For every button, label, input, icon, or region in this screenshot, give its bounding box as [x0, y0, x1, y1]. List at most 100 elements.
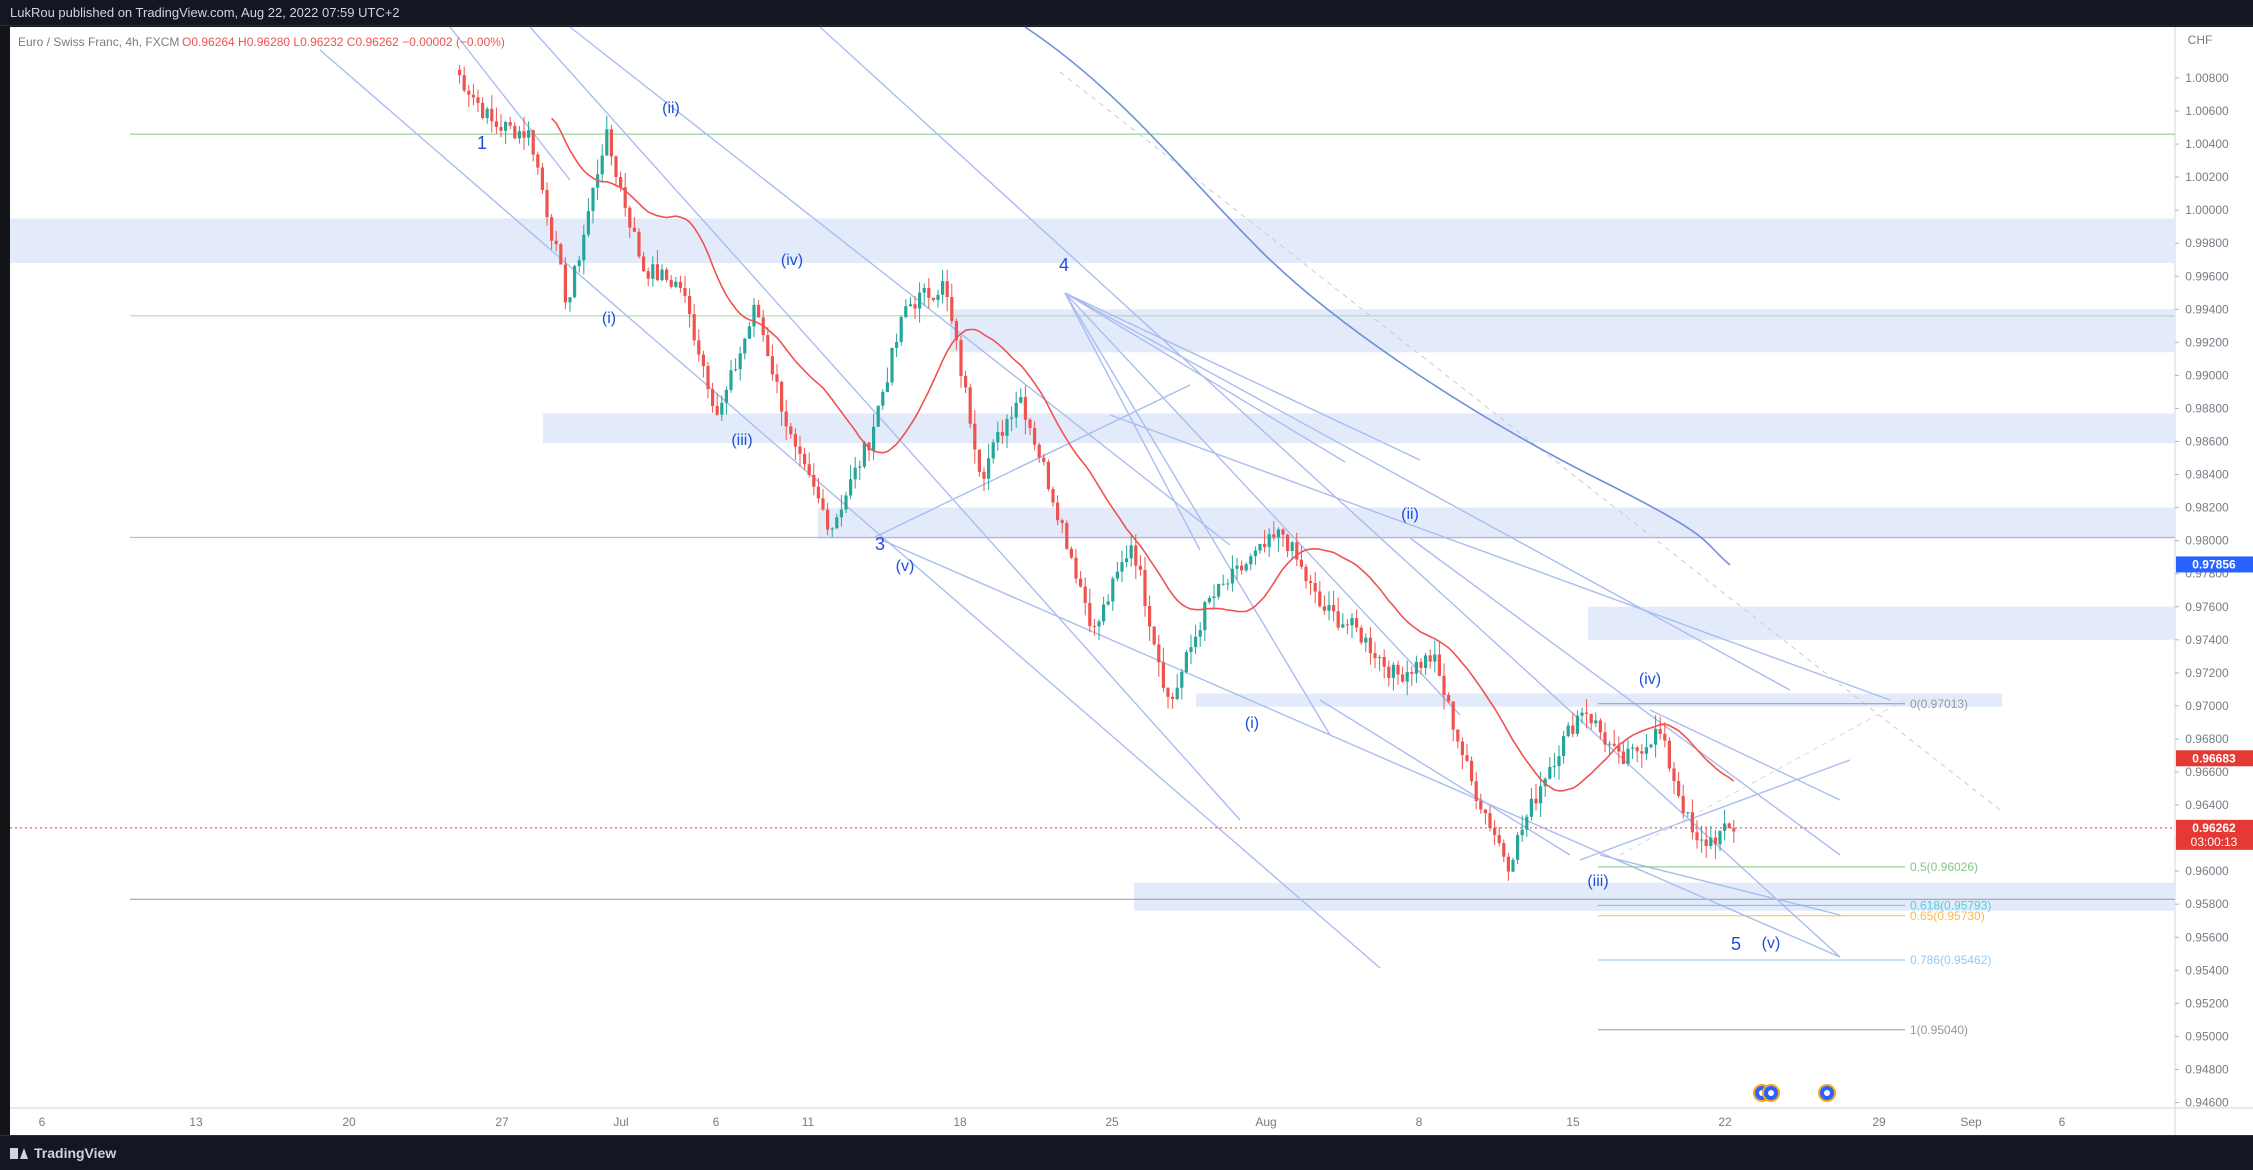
trendline — [319, 49, 1381, 969]
candle-body — [1410, 672, 1414, 674]
candle-body — [1345, 624, 1349, 626]
candle-body — [1465, 755, 1469, 761]
candle-body — [775, 374, 779, 382]
candle-body — [803, 453, 807, 465]
candle-body — [1424, 655, 1428, 668]
zone — [1588, 606, 2175, 640]
candle-body — [1244, 564, 1248, 571]
candle-body — [1056, 502, 1060, 521]
candle-body — [1419, 661, 1423, 668]
candle-body — [1286, 534, 1290, 551]
candle-body — [1460, 741, 1464, 756]
price-tick-label: 0.99200 — [2185, 335, 2229, 349]
time-tick-label: 20 — [342, 1115, 356, 1129]
candle-body — [1456, 729, 1460, 742]
price-tick-label: 0.96400 — [2185, 798, 2229, 812]
price-tick-label: 0.97400 — [2185, 633, 2229, 647]
trendline — [1649, 709, 1841, 801]
time-tick-label: 25 — [1105, 1115, 1119, 1129]
candle-body — [1470, 760, 1474, 782]
elliott-wave-labels: 1 (ii) (i) (iv) (iii) 4 3 (v) (ii) (i) (iv) (iii) 5 (… — [477, 100, 1780, 954]
wave-label: (i) — [602, 310, 616, 327]
price-tick-label: 0.97200 — [2185, 666, 2229, 680]
brand-name: TradingView — [34, 1145, 117, 1161]
candle-body — [706, 366, 710, 390]
candle-body — [807, 464, 811, 476]
candle-body — [1161, 662, 1165, 688]
candle-body — [1594, 720, 1598, 724]
candle-body — [1138, 565, 1142, 570]
zone — [1196, 693, 2002, 707]
candle-body — [1217, 583, 1221, 597]
candle-body — [1318, 591, 1322, 607]
candle-body — [1198, 630, 1202, 637]
candle-body — [1327, 605, 1331, 611]
candle-body — [1405, 672, 1409, 682]
zone — [543, 413, 2175, 444]
candle-body — [1014, 402, 1018, 418]
candle-body — [1028, 419, 1032, 429]
candle-body — [1617, 745, 1621, 752]
candle-body — [1276, 529, 1280, 538]
candle-body — [1635, 747, 1639, 752]
candle-body — [623, 187, 627, 208]
candle-body — [1658, 728, 1662, 734]
wave-label: (v) — [896, 558, 915, 575]
candlesticks — [458, 64, 1736, 881]
trendline — [1064, 292, 1331, 736]
zone — [818, 507, 2175, 539]
candle-body — [1552, 766, 1556, 768]
candle-body — [591, 187, 595, 212]
candle-body — [945, 281, 949, 297]
candle-body — [1281, 529, 1285, 535]
candle-body — [462, 75, 466, 91]
candle-body — [835, 517, 839, 529]
countdown-label: 03:00:13 — [2191, 835, 2238, 849]
price-tick-label: 0.95400 — [2185, 963, 2229, 977]
trendline — [449, 26, 571, 181]
candle-body — [1005, 418, 1009, 436]
candle-body — [582, 234, 586, 261]
candle-body — [936, 294, 940, 300]
event-icons[interactable] — [1753, 1084, 1836, 1102]
fib-label: 0.65(0.95730) — [1910, 909, 1985, 923]
candle-body — [1543, 778, 1547, 787]
trendlines — [319, 26, 2001, 969]
candle-body — [720, 402, 724, 415]
candle-body — [1378, 656, 1382, 659]
publisher-line: LukRou published on TradingView.com, Aug… — [10, 5, 400, 20]
price-tick-label: 0.98000 — [2185, 534, 2229, 548]
price-tick-label: 0.95000 — [2185, 1029, 2229, 1043]
candle-body — [1690, 812, 1694, 833]
candle-body — [609, 129, 613, 157]
wave-label: (iii) — [731, 432, 752, 449]
event-icon-dot — [1824, 1090, 1830, 1096]
candle-body — [467, 90, 471, 95]
price-tag-label: 0.96262 — [2192, 821, 2236, 835]
price-tick-label: 1.00600 — [2185, 104, 2229, 118]
candle-body — [1566, 725, 1570, 737]
price-tag-label: 0.97856 — [2192, 557, 2236, 571]
candle-body — [1396, 664, 1400, 675]
candle-body — [862, 442, 866, 467]
candle-body — [1433, 654, 1437, 662]
candle-body — [1313, 583, 1317, 592]
candle-body — [1608, 743, 1612, 745]
time-axis[interactable]: 6 13 20 27 Jul 6 11 18 25 Aug 8 15 22 29 Sep 6 — [39, 1115, 2066, 1129]
candle-body — [471, 94, 475, 98]
candle-body — [729, 370, 733, 390]
legend-symbol: Euro / Swiss Franc, 4h, FXCM — [18, 35, 179, 49]
candle-body — [1189, 647, 1193, 653]
price-tick-label: 0.99400 — [2185, 302, 2229, 316]
candle-body — [1497, 835, 1501, 844]
candle-body — [1539, 786, 1543, 804]
tradingview-logo[interactable]: TradingView — [10, 1145, 116, 1161]
candle-body — [1309, 581, 1313, 584]
candle-body — [1654, 728, 1658, 745]
price-axis[interactable]: 1.00800 1.00600 1.00400 1.00200 1.00000 0.998… — [2175, 33, 2229, 1110]
candle-body — [1134, 545, 1138, 566]
time-tick-label: 6 — [2059, 1115, 2066, 1129]
candle-body — [812, 475, 816, 487]
candle-body — [784, 411, 788, 427]
